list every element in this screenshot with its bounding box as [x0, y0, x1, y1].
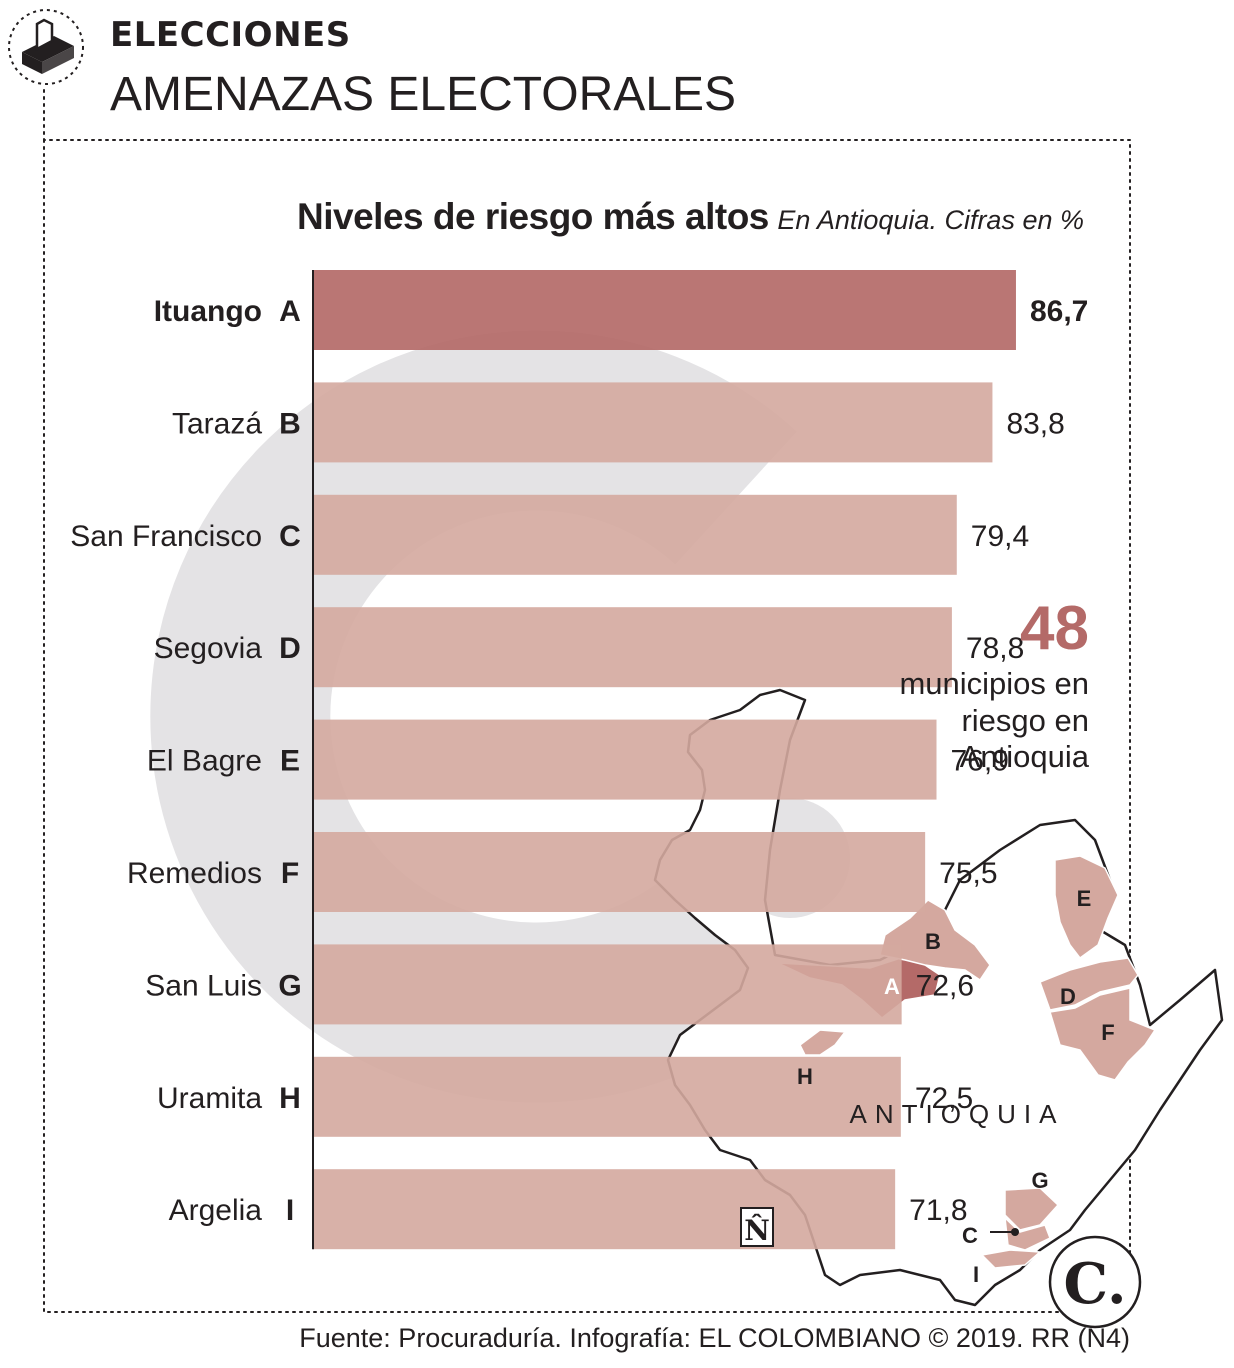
category-key: G [278, 969, 301, 1002]
ballot-box-icon [8, 9, 84, 85]
category-label: Tarazá [172, 407, 262, 440]
callout-caption: municipios en riesgo en Antioquia [899, 666, 1089, 775]
region-h [799, 1029, 847, 1056]
category-key: C [279, 520, 301, 553]
region-b [879, 899, 991, 982]
region-i [980, 1249, 1042, 1269]
bar-g [313, 944, 902, 1025]
category-label: El Bagre [147, 745, 262, 778]
value-label: 72,6 [916, 969, 974, 1002]
value-label: 76,9 [951, 745, 1009, 778]
map-label-b: B [925, 929, 941, 954]
source-footer: Fuente: Procuraduría. Infografía: EL COL… [299, 1323, 1130, 1353]
region-g [1004, 1187, 1060, 1231]
region-d [1039, 957, 1139, 1011]
value-label: 72,5 [915, 1082, 973, 1115]
value-label: 78,8 [966, 632, 1024, 665]
category-label: Remedios [127, 857, 262, 890]
bar-h [313, 1056, 901, 1137]
bar-e [313, 719, 937, 800]
category-key: B [279, 407, 301, 440]
value-label: 75,5 [939, 857, 997, 890]
category-label: Argelia [169, 1194, 263, 1227]
map-label-a: A [884, 974, 900, 999]
category-key: I [286, 1194, 294, 1227]
callout-number: 48 [1020, 594, 1089, 663]
chart-title: Niveles de riesgo más altos [297, 196, 769, 237]
category-key: D [279, 632, 301, 665]
map-label-i: I [973, 1262, 979, 1287]
bar-a [313, 270, 1016, 350]
map-labels: AB C D E F G H I ANTIOQUIA N̂ C. [740, 886, 1142, 1329]
chart-heading: Niveles de riesgo más altos En Antioquia… [297, 196, 1084, 238]
category-key: H [279, 1082, 301, 1115]
category-label: Segovia [154, 632, 263, 665]
map-label-f: F [1101, 1020, 1114, 1045]
category-label: San Francisco [70, 520, 262, 553]
region-c [1004, 1216, 1051, 1251]
map-label-d: D [1060, 984, 1076, 1009]
category-label: Uramita [157, 1082, 262, 1115]
bar-b [313, 382, 993, 463]
bar-c [313, 494, 957, 575]
map-label-g: G [1031, 1168, 1048, 1193]
section-title: ELECCIONES [110, 15, 351, 55]
north-box [740, 1207, 774, 1247]
north-arrow-icon: N̂ [744, 1214, 770, 1247]
map-region-label: ANTIOQUIA [849, 1099, 1064, 1129]
category-key: A [279, 295, 301, 328]
region-f [1049, 987, 1157, 1081]
map-label-c: C [962, 1223, 978, 1248]
map-label-h: H [797, 1064, 813, 1089]
el-colombiano-logo: C. [1063, 1251, 1126, 1317]
bar-d [313, 607, 952, 688]
map-label-e: E [1077, 886, 1092, 911]
logo-circle [1048, 1235, 1142, 1329]
category-label: San Luis [145, 969, 262, 1002]
chart-subtitle: En Antioquia. Cifras en % [777, 205, 1084, 235]
region-e [1054, 855, 1119, 960]
value-label: 71,8 [909, 1194, 967, 1227]
bar-i [313, 1169, 896, 1250]
map-leader-dot [1011, 1228, 1019, 1236]
category-key: F [281, 857, 299, 890]
value-label: 86,7 [1030, 295, 1088, 328]
category-key: E [280, 745, 300, 778]
value-label: 83,8 [1006, 407, 1064, 440]
category-label: Ituango [154, 295, 262, 328]
value-label: 79,4 [971, 520, 1029, 553]
bar-f [313, 832, 926, 912]
